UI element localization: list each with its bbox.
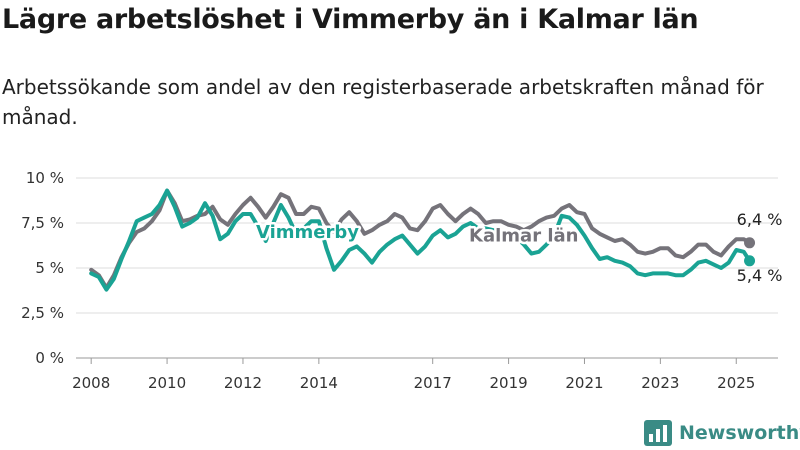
chart-title: Lägre arbetslöshet i Vimmerby än i Kalma… <box>2 4 699 35</box>
x-tick-label: 2021 <box>565 374 603 392</box>
brand-logo[interactable]: Newsworthy <box>644 420 800 446</box>
y-tick-label: 0 % <box>35 349 64 367</box>
series-line-vimmerby <box>89 188 752 292</box>
chart-subtitle: Arbetssökande som andel av den registerb… <box>2 75 764 129</box>
x-tick-label: 2014 <box>300 374 338 392</box>
end-value-label-kalmar-l-n: 6,4 % <box>737 210 783 229</box>
x-tick-label: 2012 <box>224 374 262 392</box>
series-line-kalmar-l-n <box>89 188 752 290</box>
x-tick-label: 2019 <box>489 374 527 392</box>
x-tick-label: 2017 <box>414 374 452 392</box>
x-tick-label: 2023 <box>641 374 679 392</box>
series-end-point-vimmerby <box>744 255 756 267</box>
x-tick-label: 2010 <box>148 374 186 392</box>
series-end-point-kalmar-l-n <box>744 237 756 249</box>
y-tick-label: 7,5 % <box>21 214 64 232</box>
brand-name: Newsworthy <box>679 422 800 444</box>
series-name-label-kalmar-l-n: Kalmar län <box>469 226 578 247</box>
y-tick-label: 10 % <box>26 169 64 187</box>
y-tick-label: 5 % <box>35 259 64 277</box>
bar-chart-logo-icon <box>644 420 672 446</box>
x-tick-label: 2025 <box>717 374 755 392</box>
end-value-label-vimmerby: 5,4 % <box>737 266 783 285</box>
y-tick-label: 2,5 % <box>21 304 64 322</box>
x-tick-label: 2008 <box>72 374 110 392</box>
series-name-label-vimmerby: Vimmerby <box>256 222 359 243</box>
